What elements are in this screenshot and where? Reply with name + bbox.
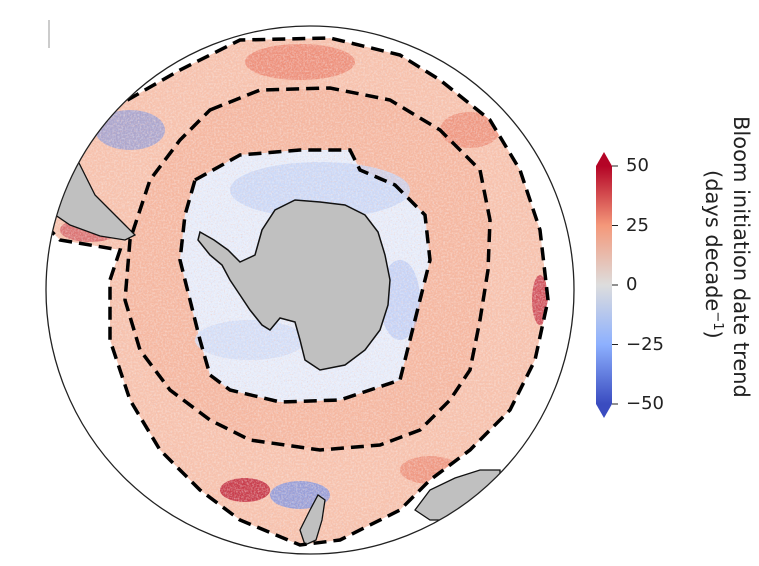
colorbar-tick-label: 25 bbox=[626, 214, 649, 236]
colorbar-extend-max bbox=[596, 152, 612, 166]
colorbar-tick-label: 0 bbox=[626, 274, 638, 295]
globe-content bbox=[46, 26, 574, 554]
colorbar-tick-label: 50 bbox=[626, 155, 649, 176]
outer-zone-boundary bbox=[46, 36, 550, 547]
colorbar-title-line1: Bloom initiation date trend bbox=[729, 116, 753, 398]
globe-outline bbox=[45, 25, 575, 555]
inner-zone-boundary bbox=[178, 148, 432, 404]
colorbar-body bbox=[596, 166, 612, 404]
new-zealand-land bbox=[299, 494, 326, 546]
colorbar-tick-label: −25 bbox=[626, 333, 664, 355]
colorbar-title: Bloom initiation date trend (days decade… bbox=[701, 116, 759, 456]
colorbar bbox=[596, 152, 618, 418]
colorbar-title-line2: (days decade−1) bbox=[702, 170, 725, 339]
antarctica-land bbox=[197, 199, 391, 371]
colorbar-tick-label: −50 bbox=[626, 393, 664, 414]
middle-zone-boundary bbox=[123, 86, 492, 452]
colorbar-ticks bbox=[612, 165, 618, 405]
colorbar-extend-min bbox=[596, 404, 612, 418]
